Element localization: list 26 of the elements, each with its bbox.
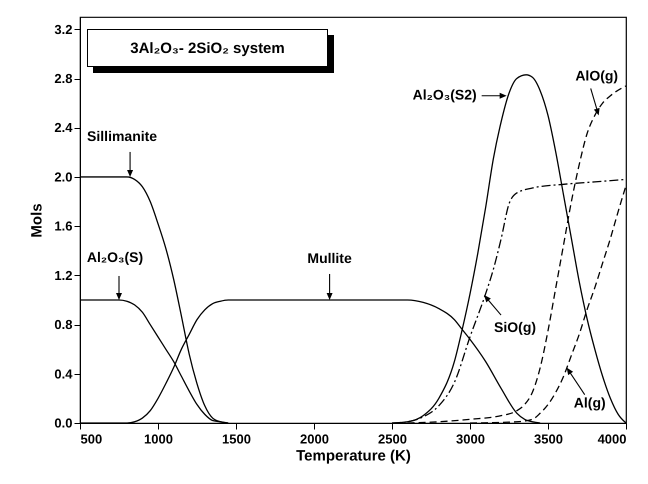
annotation: Al₂O₃(S2) xyxy=(412,86,477,103)
x-tick-label: 1500 xyxy=(222,432,251,446)
y-tick-label: 0.8 xyxy=(54,317,72,332)
annotation: Mullite xyxy=(307,250,352,266)
y-tick-label: 0.4 xyxy=(54,366,74,382)
x-tick-label: 4000 xyxy=(598,432,626,446)
x-axis-title: Temperature (K) xyxy=(296,448,411,464)
y-tick-label: 3.2 xyxy=(54,22,72,37)
x-tick-label: 500 xyxy=(80,432,102,446)
y-tick-label: 2.8 xyxy=(54,71,72,86)
y-tick-label: 2.0 xyxy=(54,169,72,184)
annotation: Sillimanite xyxy=(87,128,158,144)
y-tick-label: 1.6 xyxy=(54,218,72,234)
y-tick-label: 1.2 xyxy=(54,268,72,283)
y-tick-label: 2.4 xyxy=(54,120,74,136)
x-tick-label: 1000 xyxy=(144,432,173,446)
x-tick-label: 2500 xyxy=(378,432,407,446)
annotation: Al(g) xyxy=(574,394,606,411)
y-axis-title: Mols xyxy=(28,203,46,238)
x-tick-label: 2000 xyxy=(300,432,329,446)
y-tick-label: 0.0 xyxy=(54,416,72,430)
annotation: Al₂O₃(S) xyxy=(86,248,144,265)
annotation: AlO(g) xyxy=(575,67,618,84)
x-tick-label: 3500 xyxy=(534,432,563,446)
annotation: SiO(g) xyxy=(494,319,536,336)
x-tick-label: 3000 xyxy=(456,432,485,446)
